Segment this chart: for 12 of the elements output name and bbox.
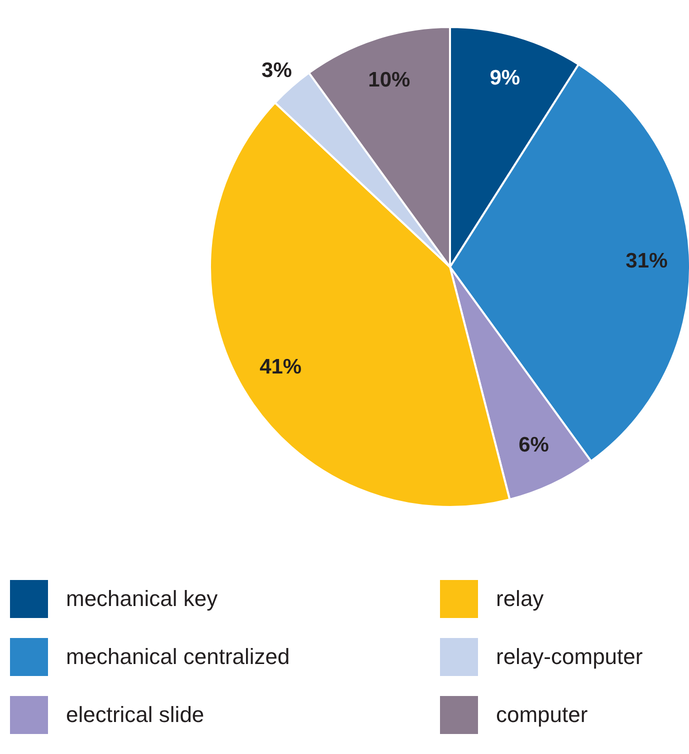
data-label: 3% [262, 58, 292, 82]
data-label: 41% [260, 356, 302, 379]
legend-label: electrical slide [66, 702, 204, 728]
data-label: 9% [490, 66, 520, 90]
legend-label: computer [496, 702, 588, 728]
data-label: 10% [368, 68, 411, 92]
legend-label: relay [496, 586, 544, 612]
legend-label: mechanical centralized [66, 644, 290, 670]
legend-label: relay-computer [496, 644, 643, 670]
legend-label: mechanical key [66, 586, 218, 612]
data-label: 31% [626, 249, 668, 272]
data-label: 6% [518, 434, 550, 457]
